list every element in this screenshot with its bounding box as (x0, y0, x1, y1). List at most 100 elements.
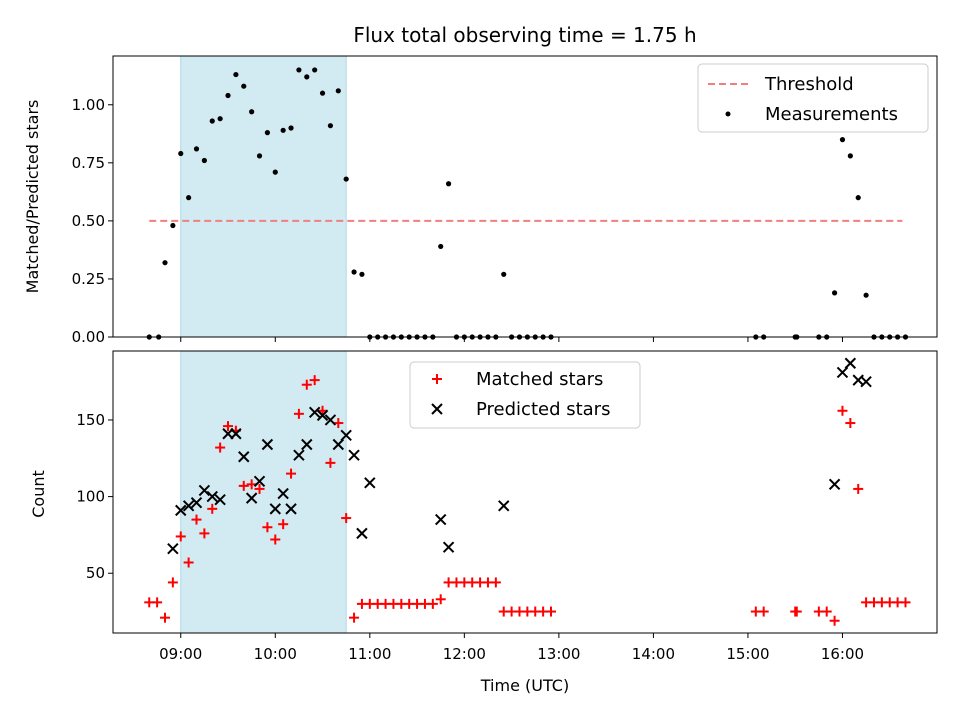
x-tick-label: 12:00 (443, 645, 486, 663)
matched-star-point (325, 457, 336, 468)
measurement-point (217, 116, 223, 122)
predicted-star-point (836, 366, 849, 379)
predicted-star-point (293, 449, 305, 461)
predicted-star-point (348, 449, 360, 461)
bottom-x-ticks: 09:00 10:00 11:00 12:00 13:00 14:00 15:00 16:00 (159, 633, 864, 663)
predicted-star-point (316, 409, 329, 422)
legend-threshold-label: Threshold (764, 74, 854, 95)
predicted-star-point-b (214, 493, 226, 506)
measurement-point (831, 290, 838, 296)
predicted-star-point (182, 500, 195, 512)
matched-star-point (435, 594, 446, 605)
matched-star-point (293, 408, 304, 419)
predicted-star-point (356, 527, 368, 540)
x-tick-label: 15:00 (726, 645, 769, 663)
top-y-axis-label: Matched/Predicted stars (23, 100, 42, 294)
x-tick-label: 16:00 (821, 645, 864, 663)
top-legend-box (697, 63, 929, 133)
measurement-point (280, 127, 286, 133)
measurement-point (186, 195, 192, 201)
predicted-star-point-b (285, 503, 297, 515)
predicted-star-point-b (332, 438, 345, 451)
measurement-point (288, 125, 294, 131)
predicted-star-point (253, 475, 266, 487)
predicted-star-point (277, 487, 289, 500)
measurement-point (855, 195, 861, 201)
matched-star-point (183, 557, 194, 568)
x-tick-label: 10:00 (254, 645, 297, 663)
x-axis-label: Time (UTC) (480, 676, 569, 695)
predicted-star-point-b (175, 504, 187, 517)
predicted-star-point-b (277, 487, 289, 500)
legend-predicted-marker (431, 403, 443, 415)
predicted-star-point (308, 406, 321, 419)
predicted-star-point (364, 477, 376, 489)
bottom-y-tick-label: 50 (86, 564, 105, 582)
bottom-legend-box (409, 361, 641, 429)
predicted-star-point (442, 541, 455, 553)
predicted-star-point-b (301, 438, 313, 451)
bottom-y-axis-label: Count (29, 470, 48, 518)
matched-star-point (545, 606, 556, 617)
predicted-star-point (190, 497, 203, 509)
measurement-point (847, 153, 853, 159)
matched-star-point (254, 483, 265, 494)
predicted-star-point-b (860, 375, 872, 388)
legend-predicted-label: Predicted stars (476, 399, 610, 420)
predicted-star-point-b (340, 429, 352, 442)
matched-star-point (167, 577, 178, 588)
top-y-tick-label: 0.50 (72, 212, 105, 230)
measurement-point (863, 292, 869, 298)
matched-star-point (207, 503, 218, 514)
predicted-star-points (167, 357, 872, 555)
top-y-ticks: 0.00 0.25 0.50 0.75 1.00 (72, 96, 113, 346)
predicted-star-point-b (356, 527, 368, 540)
measurement-point (264, 130, 271, 136)
measurement-point (209, 118, 215, 124)
predicted-star-point-b (442, 541, 455, 553)
matched-star-point (301, 379, 312, 390)
measurement-point (249, 109, 255, 115)
matched-star-point (223, 421, 234, 432)
matched-star-point (262, 522, 273, 533)
legend-matched-marker (432, 374, 442, 384)
measurement-point (343, 176, 349, 182)
measurement-point (359, 271, 365, 277)
legend-measurements-label: Measurements (765, 104, 898, 125)
predicted-star-point-b (167, 542, 179, 555)
matched-star-point (837, 405, 848, 416)
predicted-star-point-b (198, 484, 211, 497)
matched-star-point (427, 598, 438, 609)
top-panel: 0.00 0.25 0.50 0.75 1.00 Flux total observin… (23, 23, 938, 346)
bottom-legend: Matched stars Predicted stars (409, 361, 641, 429)
matched-star-point (199, 528, 210, 539)
measurement-point (312, 67, 318, 73)
predicted-star-point (245, 492, 258, 504)
predicted-star-point-b (844, 357, 857, 369)
legend-predicted-swatch (431, 403, 443, 415)
measurement-point (256, 153, 263, 159)
predicted-star-point (324, 414, 337, 426)
bottom-y-tick-label: 150 (76, 411, 105, 429)
matched-star-point (175, 531, 186, 542)
measurement-point (170, 222, 176, 229)
predicted-star-point-b (230, 428, 242, 440)
predicted-star-point (175, 504, 187, 517)
matched-star-point (333, 418, 344, 429)
legend-measurements-swatch (725, 111, 731, 117)
measurement-point (327, 123, 334, 129)
measurement-point (351, 269, 357, 275)
predicted-star-point (332, 438, 345, 451)
measurement-point (501, 271, 507, 277)
predicted-star-point (238, 451, 250, 463)
matched-star-point (246, 479, 257, 490)
predicted-star-point-b (364, 477, 376, 489)
matched-star-point (900, 597, 911, 608)
predicted-star-point-b (348, 449, 360, 461)
predicted-star-point-b (828, 478, 841, 491)
measurement-point (233, 71, 239, 78)
matched-star-point (238, 480, 249, 491)
predicted-star-point (214, 493, 226, 506)
bottom-y-tick-label: 100 (76, 488, 105, 506)
